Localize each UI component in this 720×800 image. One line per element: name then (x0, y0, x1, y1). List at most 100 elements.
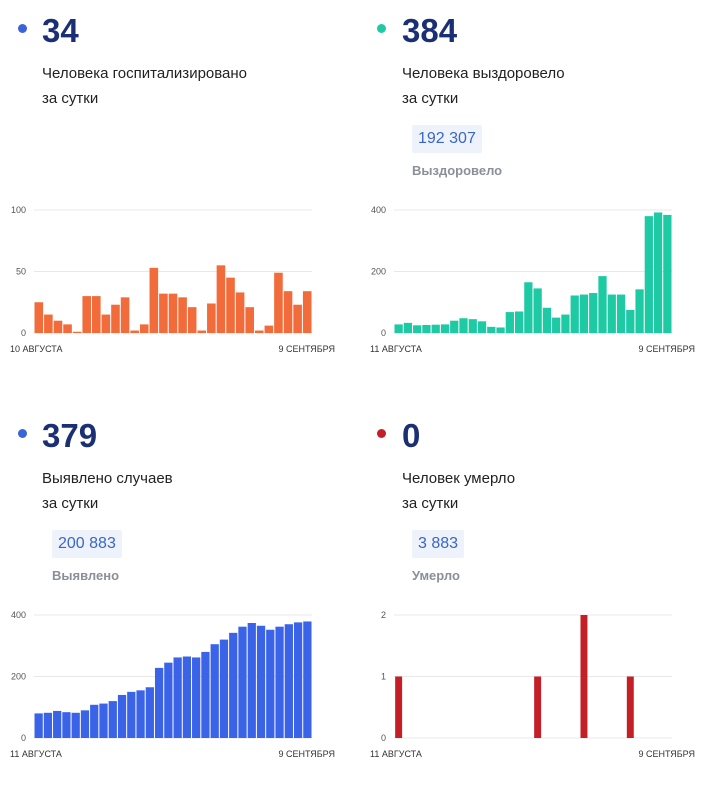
bar (72, 331, 82, 333)
bar (99, 703, 108, 738)
hospitalized-chart: 0 50 100 10 АВГУСТА 9 СЕНТЯБРЯ (10, 205, 335, 354)
bar (130, 330, 139, 333)
cases-chart: 0 200 400 11 АВГУСТА 9 СЕНТЯБРЯ (10, 610, 335, 759)
deaths-total-label: Умерло (412, 568, 460, 583)
bar (266, 629, 275, 738)
cases-panel: 379 Выявлено случаев за сутки 200 883 Вы… (0, 405, 350, 800)
bar (63, 324, 72, 333)
bar (216, 265, 226, 333)
bar (653, 212, 663, 333)
bar (101, 314, 111, 333)
bar (108, 701, 117, 738)
deaths-total-badge: 3 883 (412, 530, 465, 558)
bar (534, 676, 542, 738)
bar (626, 309, 635, 333)
bar (422, 325, 431, 333)
bar (182, 656, 192, 738)
bar (293, 622, 303, 738)
y-tick-label: 0 (381, 733, 386, 743)
bar (626, 676, 634, 738)
bar (219, 639, 229, 738)
deaths-desc-line1: Человек умерло (402, 470, 516, 487)
bar (274, 272, 283, 333)
recovered-count: 384 (402, 12, 458, 49)
bar (168, 293, 178, 333)
y-tick-label: 2 (381, 610, 386, 620)
bar (413, 325, 422, 333)
y-tick-label: 0 (21, 733, 26, 743)
x-start-label: 11 АВГУСТА (370, 344, 422, 354)
hospitalized-desc-line2: за сутки (42, 90, 99, 107)
recovered-total-badge: 192 307 (412, 125, 482, 153)
bar (561, 314, 570, 333)
bar (201, 651, 210, 738)
bar (207, 303, 216, 333)
bar (514, 311, 524, 333)
bar (197, 330, 207, 333)
bar (589, 293, 598, 333)
bar (53, 320, 63, 333)
y-tick-label: 50 (16, 267, 26, 277)
bar (440, 324, 450, 333)
bar (80, 710, 90, 738)
bar (117, 694, 127, 738)
bar (302, 291, 312, 333)
deaths-panel: 0 Человек умерло за сутки 3 883 Умерло 0… (360, 405, 710, 800)
bar (616, 294, 626, 333)
bar (450, 320, 459, 333)
bar (635, 289, 644, 333)
bar (210, 644, 219, 738)
bar (90, 704, 99, 738)
bar (82, 296, 92, 333)
bar (192, 657, 201, 738)
bar (71, 712, 80, 738)
bar (395, 676, 403, 738)
bar (245, 307, 254, 333)
bar (159, 293, 168, 333)
y-tick-label: 100 (11, 205, 26, 215)
cases-desc-line2: за сутки (42, 495, 99, 512)
bar (264, 325, 274, 333)
bar (293, 304, 302, 333)
bar (254, 330, 264, 333)
bar (598, 276, 607, 333)
deaths-chart: 0 1 2 11 АВГУСТА 9 СЕНТЯБРЯ (370, 610, 695, 759)
bar (505, 312, 514, 333)
bar (570, 295, 579, 333)
hospitalized-count: 34 (42, 12, 79, 49)
cases-total-label: Выявлено (52, 568, 120, 583)
bar (542, 307, 552, 333)
bar (34, 713, 43, 738)
recovered-desc-line2: за сутки (402, 90, 459, 107)
bullet-dot-icon (18, 429, 27, 438)
bar (303, 621, 312, 738)
bullet-dot-icon (18, 24, 27, 33)
bar (53, 710, 62, 738)
cases-desc-line1: Выявлено случаев (42, 470, 173, 487)
bar (580, 615, 588, 738)
bar (283, 291, 293, 333)
recovered-panel: 384 Человека выздоровело за сутки 192 30… (360, 0, 710, 395)
bar (496, 327, 505, 333)
bar (394, 324, 403, 333)
bar (284, 624, 293, 738)
bullet-dot-icon (377, 24, 386, 33)
bar (524, 282, 533, 333)
bar (120, 297, 130, 333)
hospitalized-desc-line1: Человека госпитализировано (42, 65, 248, 82)
bar (256, 625, 266, 738)
bar (92, 296, 101, 333)
bar (164, 662, 173, 738)
bar (533, 288, 542, 333)
bullet-dot-icon (377, 429, 386, 438)
y-tick-label: 0 (381, 328, 386, 338)
bar (229, 632, 238, 738)
bar (111, 304, 120, 333)
bar (468, 319, 477, 333)
bar (459, 318, 468, 333)
bar (127, 691, 136, 738)
y-tick-label: 0 (21, 328, 26, 338)
bar (178, 297, 187, 333)
x-start-label: 11 АВГУСТА (370, 749, 422, 759)
x-start-label: 11 АВГУСТА (10, 749, 62, 759)
